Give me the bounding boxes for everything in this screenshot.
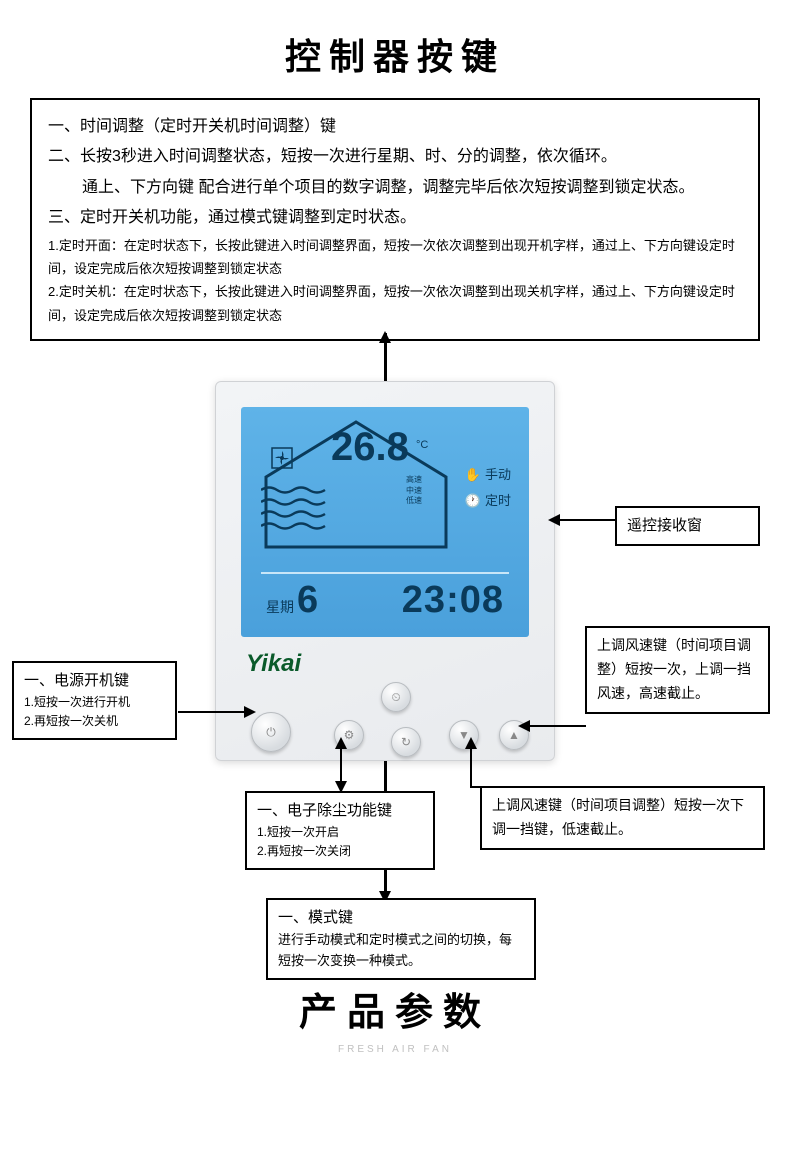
- temp-unit: °C: [416, 439, 428, 451]
- callout-upspeed: 上调风速键（时间项目调整）短按一次，上调一挡风速，高速截止。: [585, 626, 770, 713]
- callout-remote: 遥控接收窗: [615, 506, 760, 546]
- instr-2b: 通上、下方向键 配合进行单个项目的数字调整，调整完毕后依次短按调整到锁定状态。: [48, 173, 742, 203]
- arrow-power: [178, 711, 246, 713]
- callout-mode-text: 进行手动模式和定时模式之间的切换，每短按一次变换一种模式。: [278, 930, 524, 972]
- instr-2: 二、长按3秒进入时间调整状态，短按一次进行星期、时、分的调整，依次循环。: [48, 142, 742, 172]
- clock-icon: 🕐: [465, 488, 481, 514]
- diagram: 26.8 °C 高速 中速 低速 ✋手动 🕐定时: [0, 341, 790, 991]
- arrow-down-head: [465, 737, 477, 749]
- callout-mode: 一、模式键 进行手动模式和定时模式之间的切换，每短按一次变换一种模式。: [266, 898, 536, 980]
- callout-power-s2: 2.再短按一次关机: [24, 712, 165, 731]
- instr-sub1: 1.定时开面：在定时状态下，长按此键进入时间调整界面，短按一次依次调整到出现开机…: [48, 234, 742, 281]
- weekday-label: 星期: [266, 597, 294, 617]
- brand-logo: Yikai: [246, 650, 301, 678]
- arrow-remote: [556, 519, 616, 521]
- callout-dust-s1: 1.短按一次开启: [257, 823, 423, 842]
- callout-dust-title: 一、电子除尘功能键: [257, 799, 423, 823]
- page-title: 控制器按键: [0, 0, 790, 98]
- arrow-up-head: [518, 720, 530, 732]
- callout-mode-title: 一、模式键: [278, 906, 524, 930]
- time-row: 星期 6 23:08: [261, 572, 509, 627]
- wave-icon: [261, 485, 331, 530]
- power-button[interactable]: ⏻: [251, 712, 291, 752]
- hand-icon: ✋: [465, 462, 481, 488]
- subtitle-en: FRESH AIR FAN: [0, 1044, 790, 1055]
- arrow-remote-head: [548, 514, 560, 526]
- instr-sub2: 2.定时关机：在定时状态下，长按此键进入时间调整界面，短按一次依次调整到出现关机…: [48, 280, 742, 327]
- instructions-box: 一、时间调整（定时开关机时间调整）键 二、长按3秒进入时间调整状态，短按一次进行…: [30, 98, 760, 341]
- arrow-dust-head2: [335, 781, 347, 793]
- arrow-up-h: [528, 725, 586, 727]
- instr-3: 三、定时开关机功能，通过模式键调整到定时状态。: [48, 203, 742, 233]
- callout-upspeed-text: 上调风速键（时间项目调整）短按一次，上调一挡风速，高速截止。: [597, 634, 758, 705]
- callout-power-title: 一、电源开机键: [24, 669, 165, 693]
- fan-icon: [271, 447, 293, 469]
- arrow-power-head: [244, 706, 256, 718]
- time-display: 23:08: [402, 579, 504, 622]
- button-4[interactable]: ↻: [391, 727, 421, 757]
- callout-downspeed: 上调风速键（时间项目调整）短按一次下调一挡键，低速截止。: [480, 786, 765, 850]
- callout-dust-s2: 2.再短按一次关闭: [257, 842, 423, 861]
- speed-labels: 高速 中速 低速: [406, 475, 422, 506]
- mode-timer: 定时: [485, 488, 511, 514]
- weekday-num: 6: [297, 579, 316, 622]
- callout-power: 一、电源开机键 1.短按一次进行开机 2.再短按一次关机: [12, 661, 177, 739]
- callout-dust: 一、电子除尘功能键 1.短按一次开启 2.再短按一次关闭: [245, 791, 435, 869]
- instr-1: 一、时间调整（定时开关机时间调整）键: [48, 112, 742, 142]
- callout-remote-text: 遥控接收窗: [627, 514, 748, 538]
- lcd-screen: 26.8 °C 高速 中速 低速 ✋手动 🕐定时: [241, 407, 529, 637]
- button-3[interactable]: ⏲: [381, 682, 411, 712]
- arrow-down-v: [470, 746, 472, 786]
- callout-downspeed-text: 上调风速键（时间项目调整）短按一次下调一挡键，低速截止。: [492, 794, 753, 842]
- arrow-top-head: [379, 331, 391, 343]
- speed-mid: 中速: [406, 486, 422, 496]
- thermostat-device: 26.8 °C 高速 中速 低速 ✋手动 🕐定时: [215, 381, 555, 761]
- speed-lo: 低速: [406, 496, 422, 506]
- speed-hi: 高速: [406, 475, 422, 485]
- arrow-dust-head: [335, 737, 347, 749]
- callout-power-s1: 1.短按一次进行开机: [24, 693, 165, 712]
- temperature: 26.8: [331, 425, 409, 470]
- mode-labels: ✋手动 🕐定时: [465, 462, 511, 514]
- mode-manual: 手动: [485, 462, 511, 488]
- arrow-down-h: [470, 786, 482, 788]
